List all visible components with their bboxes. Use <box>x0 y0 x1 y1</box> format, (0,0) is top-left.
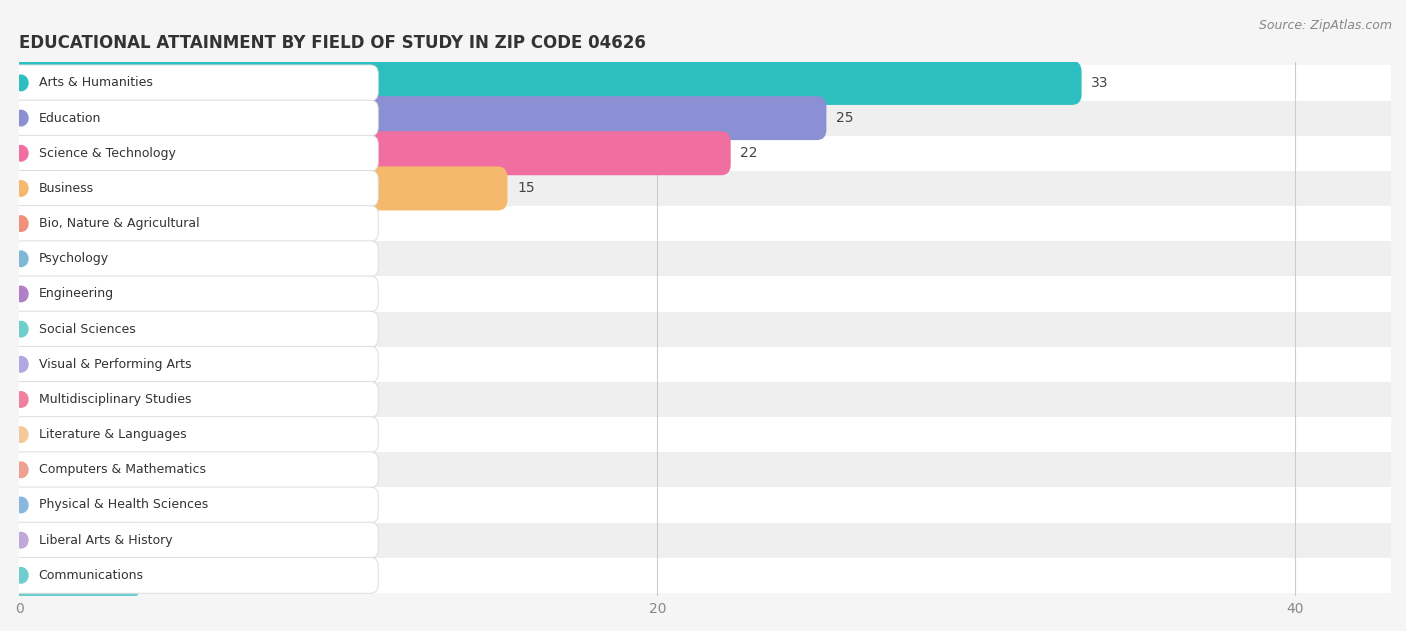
FancyBboxPatch shape <box>0 135 378 171</box>
Text: Psychology: Psychology <box>38 252 108 265</box>
FancyBboxPatch shape <box>10 413 93 457</box>
Text: Physical & Health Sciences: Physical & Health Sciences <box>38 498 208 512</box>
FancyBboxPatch shape <box>0 382 378 418</box>
Text: 5: 5 <box>198 252 207 266</box>
Text: Computers & Mathematics: Computers & Mathematics <box>38 463 205 476</box>
Circle shape <box>14 286 28 302</box>
Circle shape <box>14 321 28 337</box>
FancyBboxPatch shape <box>0 346 378 382</box>
FancyBboxPatch shape <box>0 276 378 312</box>
Text: 15: 15 <box>517 182 534 196</box>
FancyBboxPatch shape <box>0 452 378 488</box>
FancyBboxPatch shape <box>10 553 141 598</box>
Text: 0: 0 <box>150 463 159 477</box>
Bar <box>20 487 1406 522</box>
Text: Social Sciences: Social Sciences <box>38 322 135 336</box>
Text: 9: 9 <box>326 216 335 230</box>
Circle shape <box>14 75 28 91</box>
FancyBboxPatch shape <box>10 307 125 351</box>
Circle shape <box>14 146 28 161</box>
FancyBboxPatch shape <box>10 448 141 492</box>
FancyBboxPatch shape <box>10 377 93 422</box>
FancyBboxPatch shape <box>10 237 188 281</box>
Text: Science & Technology: Science & Technology <box>38 147 176 160</box>
Bar <box>20 136 1406 171</box>
FancyBboxPatch shape <box>0 522 378 558</box>
Text: Business: Business <box>38 182 94 195</box>
Bar <box>20 522 1406 558</box>
Text: 0: 0 <box>150 498 159 512</box>
Circle shape <box>14 427 28 442</box>
Text: Source: ZipAtlas.com: Source: ZipAtlas.com <box>1258 19 1392 32</box>
Bar <box>20 346 1406 382</box>
Bar <box>20 171 1406 206</box>
Text: 25: 25 <box>837 111 853 125</box>
FancyBboxPatch shape <box>10 131 731 175</box>
FancyBboxPatch shape <box>10 167 508 210</box>
Text: EDUCATIONAL ATTAINMENT BY FIELD OF STUDY IN ZIP CODE 04626: EDUCATIONAL ATTAINMENT BY FIELD OF STUDY… <box>20 34 647 52</box>
FancyBboxPatch shape <box>0 206 378 242</box>
Circle shape <box>14 251 28 266</box>
Text: Literature & Languages: Literature & Languages <box>38 428 186 441</box>
Bar <box>20 241 1406 276</box>
FancyBboxPatch shape <box>10 202 316 245</box>
Text: 22: 22 <box>741 146 758 160</box>
Text: Arts & Humanities: Arts & Humanities <box>38 76 152 90</box>
FancyBboxPatch shape <box>0 100 378 136</box>
Text: Multidisciplinary Studies: Multidisciplinary Studies <box>38 393 191 406</box>
Text: 2: 2 <box>103 428 111 442</box>
Text: Liberal Arts & History: Liberal Arts & History <box>38 534 172 546</box>
FancyBboxPatch shape <box>0 170 378 206</box>
FancyBboxPatch shape <box>10 483 141 527</box>
Bar <box>20 312 1406 346</box>
Text: 0: 0 <box>150 533 159 547</box>
Circle shape <box>14 392 28 407</box>
FancyBboxPatch shape <box>10 518 141 562</box>
Text: Education: Education <box>38 112 101 124</box>
Circle shape <box>14 216 28 232</box>
Circle shape <box>14 180 28 196</box>
Bar <box>20 276 1406 312</box>
Text: Communications: Communications <box>38 569 143 582</box>
Circle shape <box>14 533 28 548</box>
FancyBboxPatch shape <box>10 343 125 386</box>
Text: Visual & Performing Arts: Visual & Performing Arts <box>38 358 191 371</box>
Text: Bio, Nature & Agricultural: Bio, Nature & Agricultural <box>38 217 200 230</box>
FancyBboxPatch shape <box>10 61 1081 105</box>
Circle shape <box>14 568 28 583</box>
FancyBboxPatch shape <box>0 487 378 523</box>
Bar <box>20 382 1406 417</box>
Text: 2: 2 <box>103 392 111 406</box>
Text: 0: 0 <box>150 569 159 582</box>
FancyBboxPatch shape <box>0 311 378 347</box>
Bar <box>20 66 1406 100</box>
Bar <box>20 452 1406 487</box>
Text: Engineering: Engineering <box>38 288 114 300</box>
Bar <box>20 100 1406 136</box>
Circle shape <box>14 110 28 126</box>
Text: 3: 3 <box>134 357 143 371</box>
Bar <box>20 417 1406 452</box>
Circle shape <box>14 357 28 372</box>
FancyBboxPatch shape <box>10 272 156 316</box>
Text: 4: 4 <box>166 287 174 301</box>
Text: 3: 3 <box>134 322 143 336</box>
Circle shape <box>14 497 28 513</box>
Text: 33: 33 <box>1091 76 1109 90</box>
FancyBboxPatch shape <box>10 96 827 140</box>
Bar <box>20 206 1406 241</box>
Circle shape <box>14 462 28 478</box>
FancyBboxPatch shape <box>0 65 378 101</box>
Bar <box>20 558 1406 593</box>
FancyBboxPatch shape <box>0 416 378 452</box>
FancyBboxPatch shape <box>0 557 378 593</box>
FancyBboxPatch shape <box>0 241 378 277</box>
